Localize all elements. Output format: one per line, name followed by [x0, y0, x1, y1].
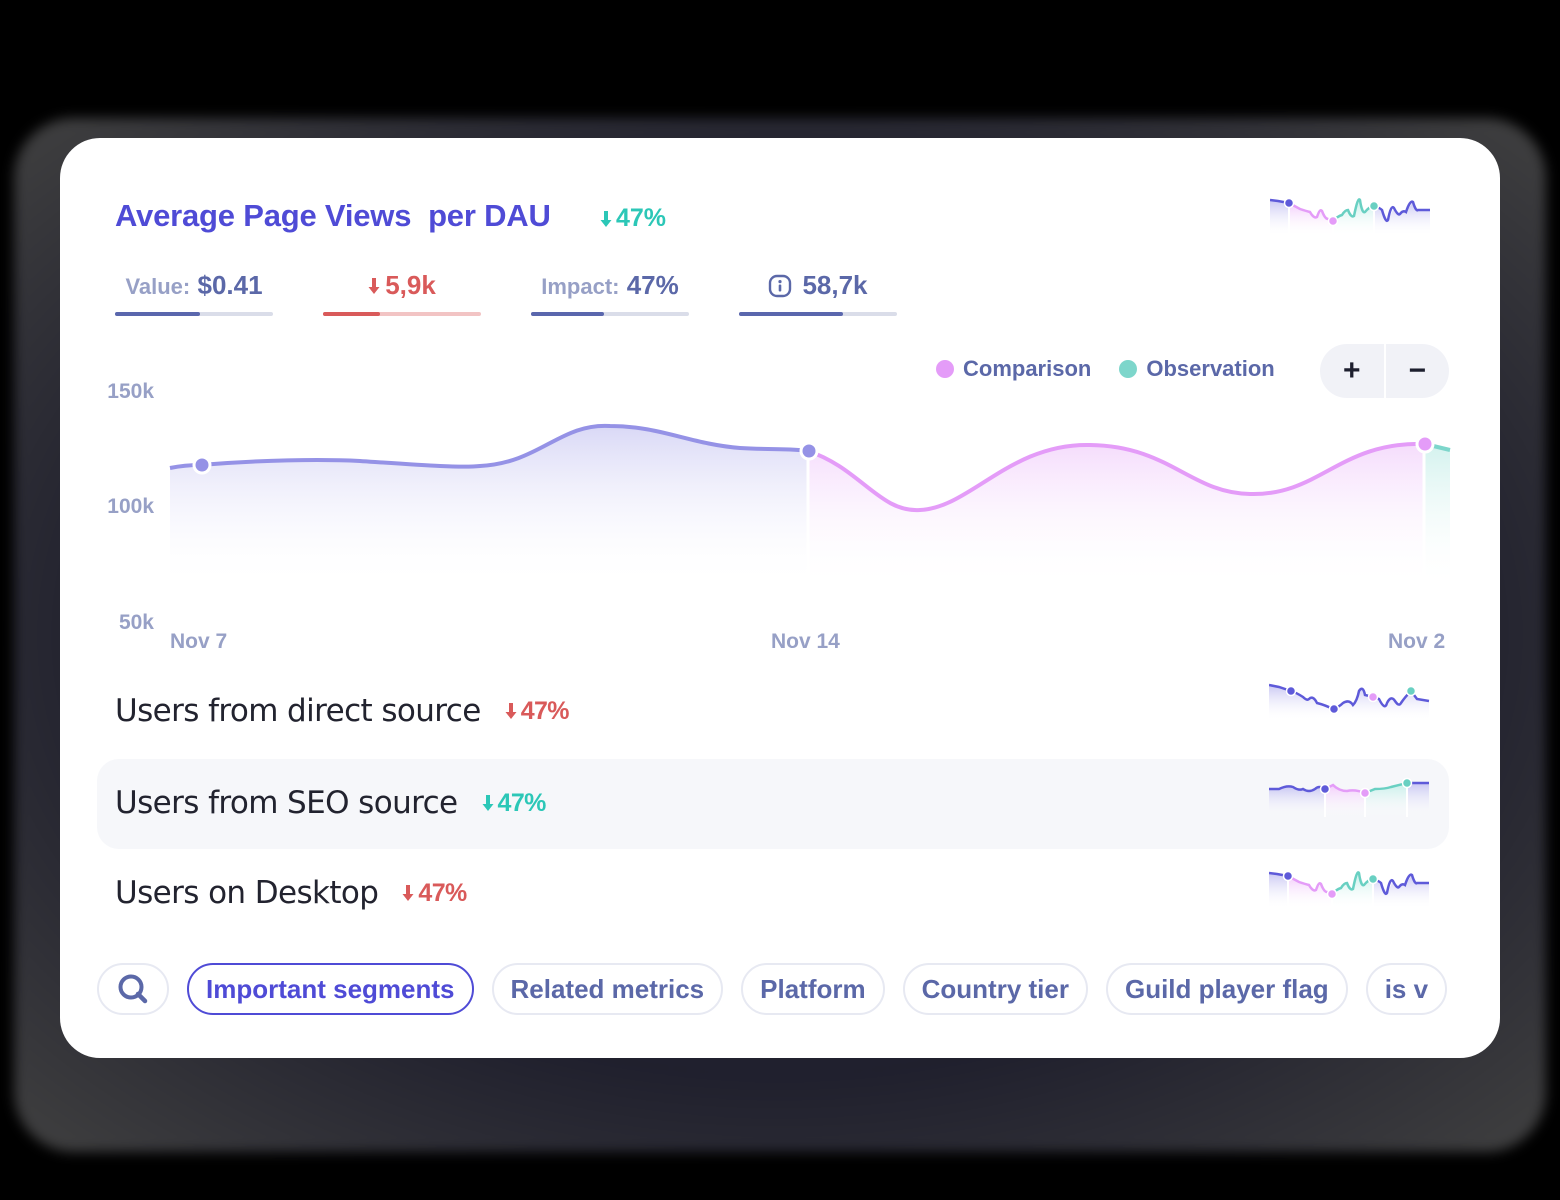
stat-change-bar — [323, 312, 481, 316]
legend-observation[interactable]: Observation — [1119, 356, 1275, 382]
stat-impact: Impact: 47% — [531, 270, 689, 316]
chip-platform[interactable]: Platform — [741, 963, 885, 1015]
zoom-in-button[interactable]: + — [1342, 354, 1361, 387]
main-area-chart[interactable] — [60, 138, 1500, 618]
arrow-down-icon — [368, 277, 380, 294]
segment-row-desktop[interactable]: Users on Desktop 47% — [97, 849, 1449, 939]
stat-change: 5,9k — [323, 270, 481, 316]
x-tick-nov2: Nov 2 — [1388, 630, 1446, 653]
y-tick-50k: 50k — [118, 611, 154, 634]
y-tick-150k: 150k — [107, 380, 154, 403]
chart-legend: Comparison Observation — [936, 356, 1275, 382]
metric-card: Average Page Views per DAU 47% Value: $0… — [60, 138, 1500, 1058]
arrow-down-icon — [482, 795, 494, 811]
comparison-dot-icon — [936, 360, 954, 378]
stat-value-bar — [115, 312, 273, 316]
segment-row-direct[interactable]: Users from direct source 47% — [97, 667, 1449, 757]
point-nov7 — [192, 455, 212, 475]
search-icon — [118, 974, 148, 1004]
metric-delta: 47% — [600, 204, 666, 233]
point-nov14 — [799, 441, 819, 461]
y-tick-100k: 100k — [107, 495, 154, 518]
x-tick-nov7: Nov 7 — [170, 630, 228, 653]
segment-row-seo[interactable]: Users from SEO source 47% — [97, 759, 1449, 849]
chip-important-segments[interactable]: Important segments — [187, 963, 474, 1015]
info-icon[interactable] — [768, 274, 792, 298]
arrow-down-icon — [402, 885, 414, 901]
segment-sparkline — [1269, 777, 1429, 817]
metric-title: Average Page Views per DAU — [115, 198, 551, 233]
x-tick-nov14: Nov 14 — [771, 630, 840, 653]
legend-comparison[interactable]: Comparison — [936, 356, 1091, 382]
header-sparkline[interactable] — [1270, 190, 1432, 236]
arrow-down-icon — [600, 210, 612, 227]
zoom-divider — [1383, 344, 1386, 398]
observation-dot-icon — [1119, 360, 1138, 378]
stat-total-bar — [739, 312, 897, 316]
search-button[interactable] — [97, 963, 169, 1015]
filter-chips: Important segments Related metrics Platf… — [97, 963, 1448, 1015]
stat-total: 58,7k — [739, 270, 897, 316]
chip-guild-player-flag[interactable]: Guild player flag — [1105, 963, 1348, 1015]
segment-sparkline — [1269, 683, 1430, 721]
chip-related-metrics[interactable]: Related metrics — [491, 963, 724, 1015]
stat-value: Value: $0.41 — [115, 270, 273, 316]
zoom-out-button[interactable]: − — [1408, 354, 1427, 387]
chip-country-tier[interactable]: Country tier — [902, 963, 1088, 1015]
stat-impact-bar — [531, 312, 689, 316]
point-nov2 — [1415, 434, 1435, 454]
segment-delta: 47% — [402, 879, 467, 908]
segment-delta: 47% — [482, 789, 546, 818]
segment-sparkline — [1269, 870, 1429, 909]
chip-is-v[interactable]: is v — [1365, 963, 1448, 1015]
arrow-down-icon — [505, 703, 517, 719]
zoom-controls: + − — [1320, 344, 1449, 398]
segment-delta: 47% — [505, 697, 570, 726]
